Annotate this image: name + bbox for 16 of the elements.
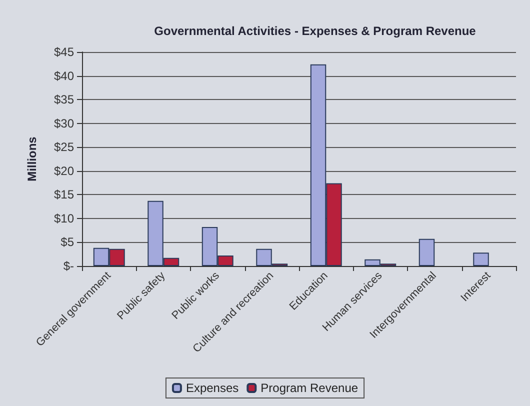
y-tick-label: $15 xyxy=(54,188,74,202)
y-tick-label: $30 xyxy=(54,116,74,130)
y-tick-label: $40 xyxy=(54,68,74,83)
y-tick-label: $- xyxy=(63,259,74,273)
bar xyxy=(473,252,489,266)
y-tick-label: $45 xyxy=(54,45,74,59)
y-axis-title: Millions xyxy=(25,136,39,182)
y-tick-label: $25 xyxy=(54,140,74,154)
y-tick-label: $5 xyxy=(60,235,74,250)
legend-label: Program Revenue xyxy=(260,381,358,395)
y-tick-label: $20 xyxy=(54,164,74,178)
bar xyxy=(418,238,435,266)
chart-title: Governmental Activities - Expenses & Program Revenue xyxy=(154,24,476,38)
y-tick-label: $35 xyxy=(54,92,74,107)
y-tick-label: $10 xyxy=(54,211,74,226)
legend-label: Expenses xyxy=(186,381,239,395)
